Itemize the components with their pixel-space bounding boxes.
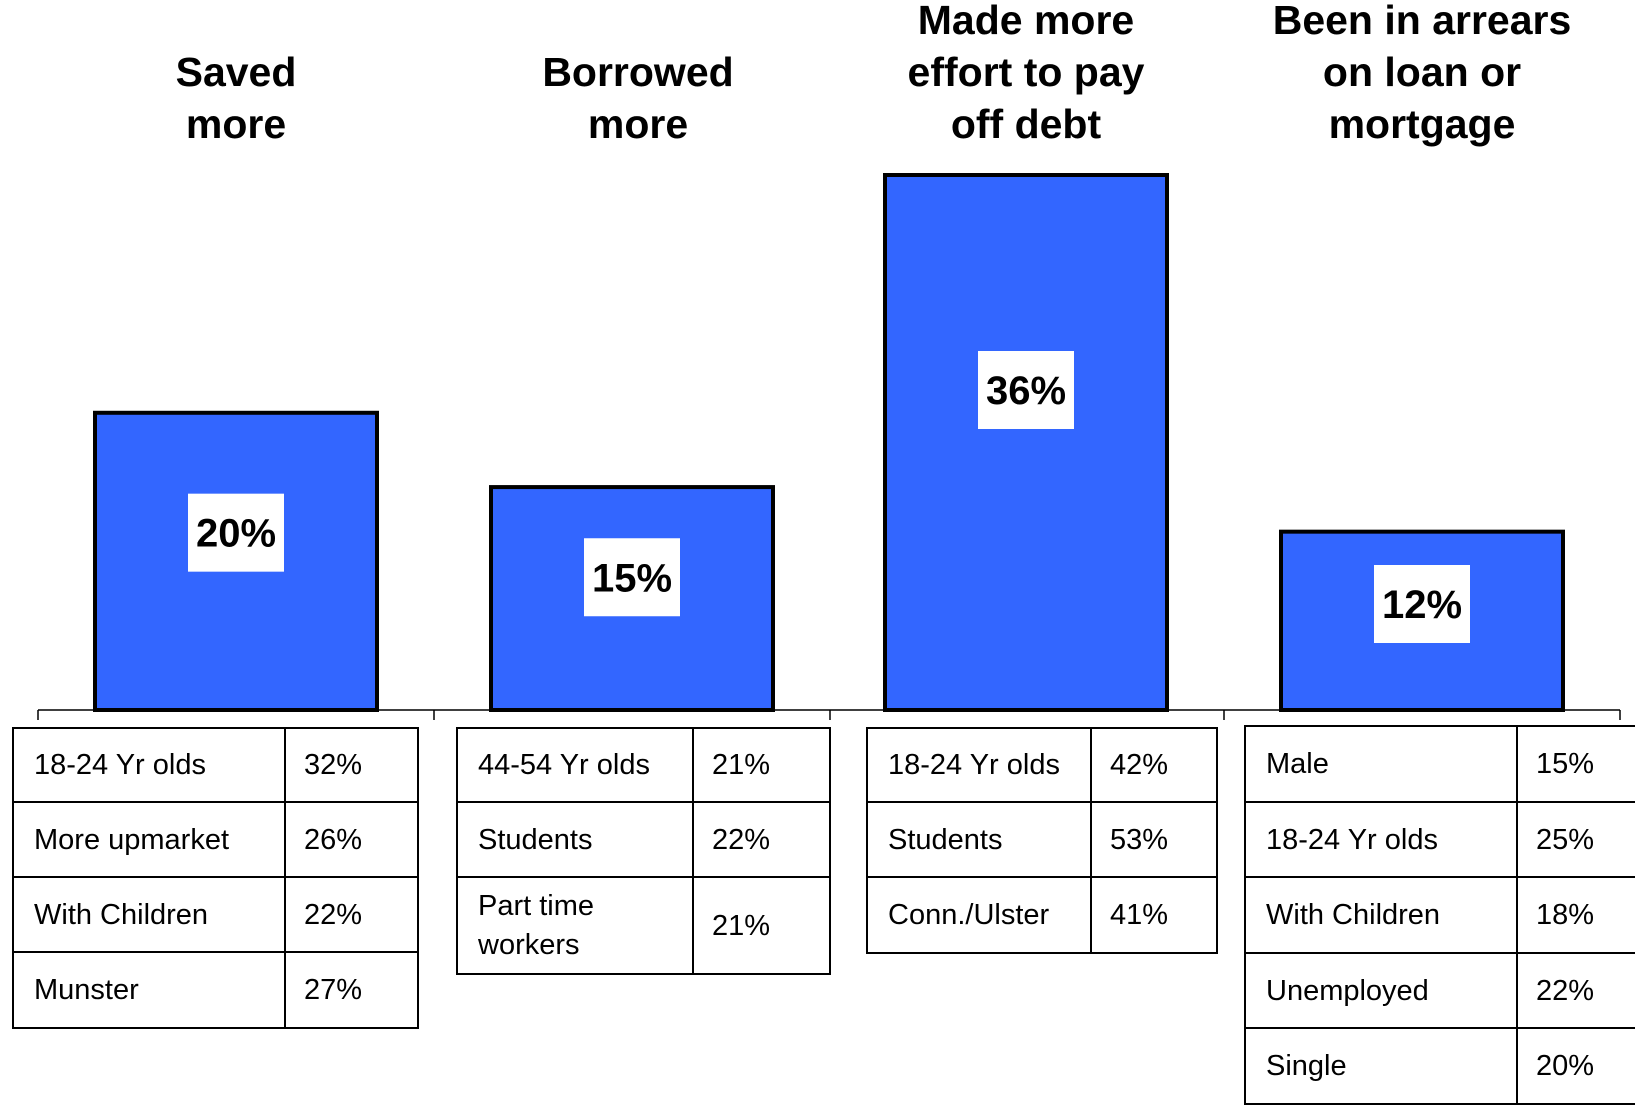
group-label: Conn./Ulster <box>867 877 1091 953</box>
group-value: 15% <box>1517 726 1635 802</box>
table-row: Part time workers 21% <box>457 877 830 974</box>
table-row: Male 15% <box>1245 726 1635 802</box>
group-value: 27% <box>285 952 418 1028</box>
bar-chart: 20% 15% 36% 12% <box>0 0 1635 720</box>
group-value: 22% <box>1517 953 1635 1028</box>
group-label: 18-24 Yr olds <box>13 728 285 802</box>
group-value: 21% <box>693 728 830 802</box>
table-row: With Children 22% <box>13 877 418 952</box>
group-label: Students <box>867 802 1091 877</box>
group-value: 41% <box>1091 877 1217 953</box>
group-value: 22% <box>285 877 418 952</box>
table-row: 18-24 Yr olds 42% <box>867 728 1217 802</box>
data-label: 15% <box>592 556 672 600</box>
group-label: Single <box>1245 1028 1517 1104</box>
table-row: 18-24 Yr olds 32% <box>13 728 418 802</box>
group-label: More upmarket <box>13 802 285 877</box>
bar <box>885 175 1167 710</box>
group-label: Munster <box>13 952 285 1028</box>
group-value: 32% <box>285 728 418 802</box>
table-row: Munster 27% <box>13 952 418 1028</box>
bar-series: 20% 15% 36% 12% <box>95 175 1563 710</box>
table-row: Single 20% <box>1245 1028 1635 1104</box>
table-row: With Children 18% <box>1245 877 1635 953</box>
group-label: Students <box>457 802 693 877</box>
group-value: 26% <box>285 802 418 877</box>
table-row: Conn./Ulster 41% <box>867 877 1217 953</box>
breakdown-table-saved: 18-24 Yr olds 32% More upmarket 26% With… <box>12 727 419 1029</box>
table-row: Students 22% <box>457 802 830 877</box>
data-label: 12% <box>1382 583 1462 627</box>
group-value: 42% <box>1091 728 1217 802</box>
group-label: 18-24 Yr olds <box>867 728 1091 802</box>
group-label: 44-54 Yr olds <box>457 728 693 802</box>
breakdown-table-pay-off-debt: 18-24 Yr olds 42% Students 53% Conn./Uls… <box>866 727 1218 954</box>
group-label: Male <box>1245 726 1517 802</box>
table-row: 44-54 Yr olds 21% <box>457 728 830 802</box>
data-label: 36% <box>986 369 1066 413</box>
group-value: 18% <box>1517 877 1635 953</box>
group-value: 53% <box>1091 802 1217 877</box>
group-label: Part time workers <box>457 877 693 974</box>
breakdown-table-borrowed: 44-54 Yr olds 21% Students 22% Part time… <box>456 727 831 975</box>
table-row: Unemployed 22% <box>1245 953 1635 1028</box>
breakdown-table-arrears: Male 15% 18-24 Yr olds 25% With Children… <box>1244 725 1635 1105</box>
group-value: 25% <box>1517 802 1635 877</box>
group-value: 21% <box>693 877 830 974</box>
group-label: 18-24 Yr olds <box>1245 802 1517 877</box>
group-value: 22% <box>693 802 830 877</box>
table-row: Students 53% <box>867 802 1217 877</box>
table-row: More upmarket 26% <box>13 802 418 877</box>
group-label: Unemployed <box>1245 953 1517 1028</box>
data-label: 20% <box>196 512 276 556</box>
group-label: With Children <box>13 877 285 952</box>
table-row: 18-24 Yr olds 25% <box>1245 802 1635 877</box>
group-value: 20% <box>1517 1028 1635 1104</box>
group-label: With Children <box>1245 877 1517 953</box>
